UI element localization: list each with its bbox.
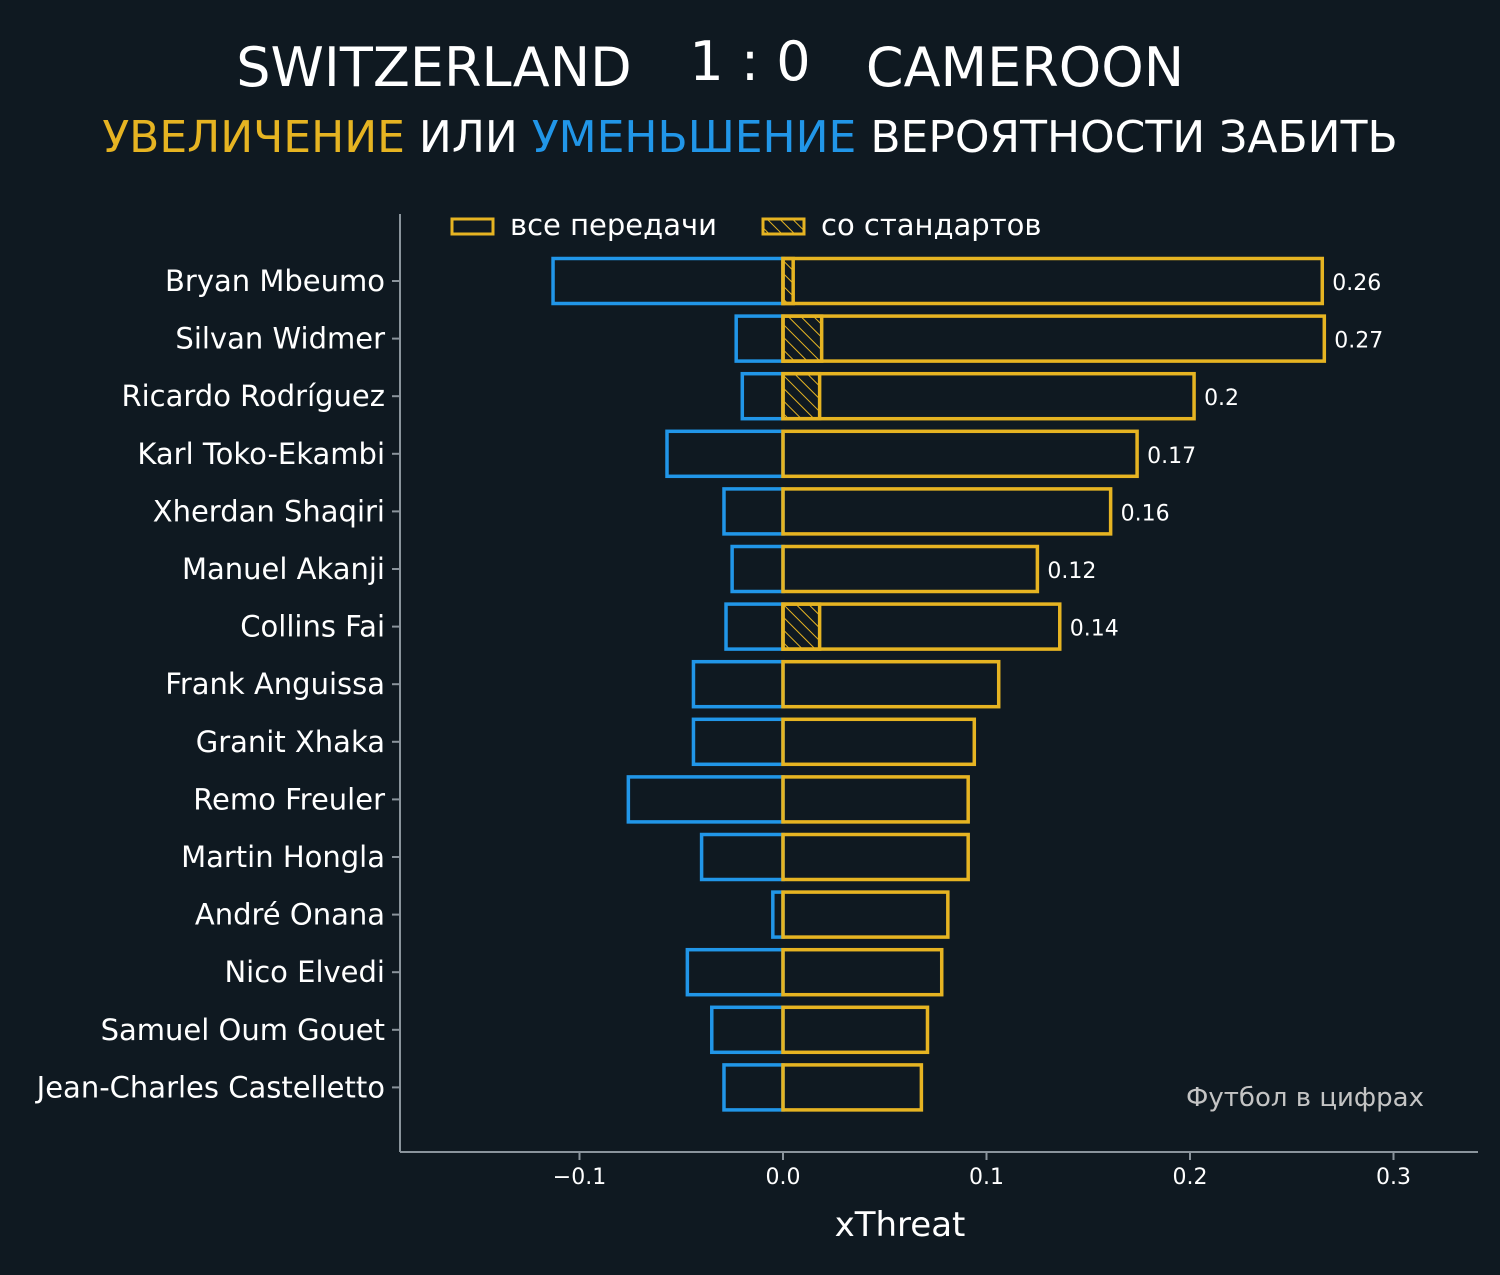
match-score: 1 : 0 <box>689 30 810 93</box>
subtitle-decrease: УМЕНЬШЕНИЕ <box>532 112 857 163</box>
player-name-label: Remo Freuler <box>193 782 385 816</box>
bar-value-label: 0.16 <box>1121 501 1170 526</box>
away-team-name: CAMEROON <box>866 36 1184 99</box>
bar-decrease <box>722 1063 785 1112</box>
bar-increase <box>781 602 1062 651</box>
player-name-label: Nico Elvedi <box>224 955 385 989</box>
player-name-label: Jean-Charles Castelletto <box>35 1070 385 1104</box>
legend: все передачи со стандартов <box>450 208 1041 242</box>
x-tick-label: 0.3 <box>1376 1165 1411 1190</box>
bar-decrease <box>551 256 785 306</box>
bar-set-pieces <box>781 371 822 421</box>
bar-increase <box>781 1005 930 1055</box>
bar-decrease <box>626 775 785 824</box>
player-name-label: Xherdan Shaqiri <box>153 494 385 528</box>
player-name-label: Bryan Mbeumo <box>165 264 385 298</box>
bar-value-label: 0.26 <box>1332 271 1381 296</box>
legend-label-all-passes: все передачи <box>510 208 717 242</box>
bar-increase <box>781 775 970 824</box>
bar-value-label: 0.17 <box>1147 444 1196 469</box>
player-name-label: Frank Anguissa <box>165 667 385 701</box>
bar-decrease <box>724 602 785 651</box>
x-tick-label: 0.0 <box>766 1165 801 1190</box>
chart-subtitle: УВЕЛИЧЕНИЕ ИЛИ УМЕНЬШЕНИЕ ВЕРОЯТНОСТИ ЗА… <box>102 112 1397 163</box>
bar-increase <box>781 1063 924 1112</box>
legend-label-set-pieces: со стандартов <box>821 208 1041 242</box>
home-team-name: SWITZERLAND <box>236 36 631 99</box>
player-labels: Bryan Mbeumo Silvan Widmer Ricardo Rodrígu… <box>35 264 400 1104</box>
bar-decrease <box>710 1005 785 1055</box>
bar-set-pieces <box>781 314 824 363</box>
bar-increase <box>781 429 1139 479</box>
bar-decrease <box>722 487 785 536</box>
bar-decrease <box>734 314 785 363</box>
player-name-label: Manuel Akanji <box>182 552 385 586</box>
bar-value-label: 0.27 <box>1334 329 1383 354</box>
bar-value-label: 0.2 <box>1204 386 1239 411</box>
bar-increase <box>781 314 1327 363</box>
bar-increase <box>781 832 970 882</box>
bar-value-label: 0.12 <box>1047 559 1096 584</box>
player-name-label: Ricardo Rodríguez <box>121 379 385 413</box>
legend-swatch-all-passes <box>450 217 495 236</box>
x-tick-label: 0.2 <box>1173 1165 1208 1190</box>
bar-increase <box>781 371 1196 421</box>
bar-decrease <box>691 717 785 767</box>
subtitle-increase: УВЕЛИЧЕНИЕ <box>102 112 405 163</box>
x-ticks: −0.1 0.0 0.1 0.2 0.3 <box>553 1152 1411 1190</box>
subtitle-rest: ВЕРОЯТНОСТИ ЗАБИТЬ <box>870 112 1397 163</box>
player-name-label: Karl Toko-Ekambi <box>137 437 385 471</box>
legend-swatch-set-pieces <box>761 217 806 236</box>
x-tick-label: −0.1 <box>553 1165 606 1190</box>
credit-text: Футбол в цифрах <box>1186 1083 1424 1113</box>
bar-decrease <box>685 947 785 997</box>
x-axis-label: xThreat <box>835 1205 966 1245</box>
player-name-label: Samuel Oum Gouet <box>101 1013 385 1047</box>
x-tick-label: 0.1 <box>969 1165 1004 1190</box>
bar-increase <box>781 544 1040 594</box>
player-name-label: André Onana <box>195 898 385 932</box>
bar-set-pieces <box>781 602 822 651</box>
bar-value-label: 0.14 <box>1070 617 1119 642</box>
bar-decrease <box>691 659 785 709</box>
bar-decrease <box>699 832 785 882</box>
player-name-label: Collins Fai <box>240 610 385 644</box>
bar-increase <box>781 890 950 939</box>
bar-increase <box>781 256 1325 306</box>
bars-layer: 0.26 0.27 0.2 0.17 0.16 0.12 0.14 <box>551 256 1383 1112</box>
bar-increase <box>781 947 944 997</box>
bar-decrease <box>665 429 785 479</box>
bar-increase <box>781 717 977 767</box>
player-name-label: Silvan Widmer <box>175 322 385 356</box>
player-name-label: Granit Xhaka <box>196 725 385 759</box>
bar-increase <box>781 659 1001 709</box>
subtitle-or: ИЛИ <box>419 112 518 163</box>
player-name-label: Martin Hongla <box>181 840 385 874</box>
bar-decrease <box>740 371 785 421</box>
bar-increase <box>781 487 1113 536</box>
bar-decrease <box>730 544 785 594</box>
